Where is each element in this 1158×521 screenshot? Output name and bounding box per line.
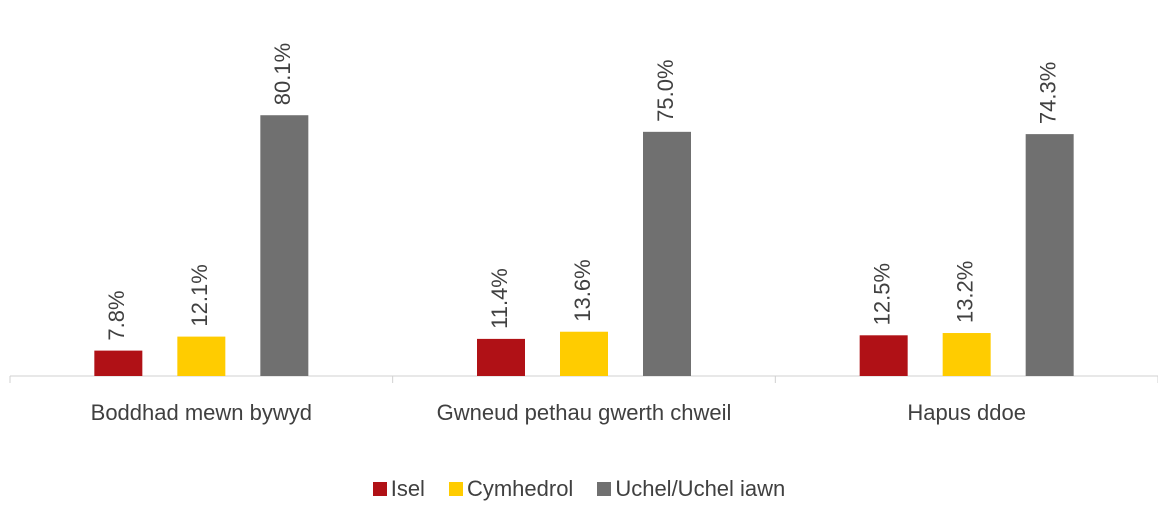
data-label: 12.5% (869, 263, 894, 325)
bar (260, 115, 309, 376)
legend-item: Cymhedrol (448, 476, 574, 502)
bar (94, 350, 143, 376)
legend: Isel Cymhedrol Uchel/Uchel iawn (0, 476, 1158, 502)
legend-swatch (597, 482, 612, 496)
legend-label: Isel (390, 476, 425, 501)
bar (560, 331, 608, 376)
legend-swatch (372, 482, 387, 496)
bar (643, 131, 691, 376)
bar (1025, 134, 1074, 376)
bar (477, 338, 525, 376)
data-label: 7.8% (104, 290, 129, 340)
data-label: 13.2% (952, 261, 977, 323)
legend-swatch (448, 482, 463, 496)
data-label: 75.0% (653, 59, 678, 121)
bar (859, 335, 908, 376)
legend-label: Uchel/Uchel iawn (615, 476, 786, 501)
legend-label: Cymhedrol (466, 476, 574, 501)
data-label: 12.1% (187, 264, 212, 326)
data-label: 74.3% (1035, 62, 1060, 124)
legend-item: Uchel/Uchel iawn (597, 476, 785, 502)
data-label: 11.4% (487, 268, 512, 329)
bar (177, 336, 226, 376)
x-tick-label: Gwneud pethau gwerth chweil (436, 400, 732, 425)
x-tick-label: Boddhad mewn bywyd (90, 400, 312, 425)
data-label: 80.1% (270, 43, 295, 105)
x-tick-label: Hapus ddoe (907, 400, 1026, 425)
bar (942, 333, 991, 376)
data-label: 13.6% (570, 259, 595, 321)
legend-item: Isel (372, 476, 425, 502)
